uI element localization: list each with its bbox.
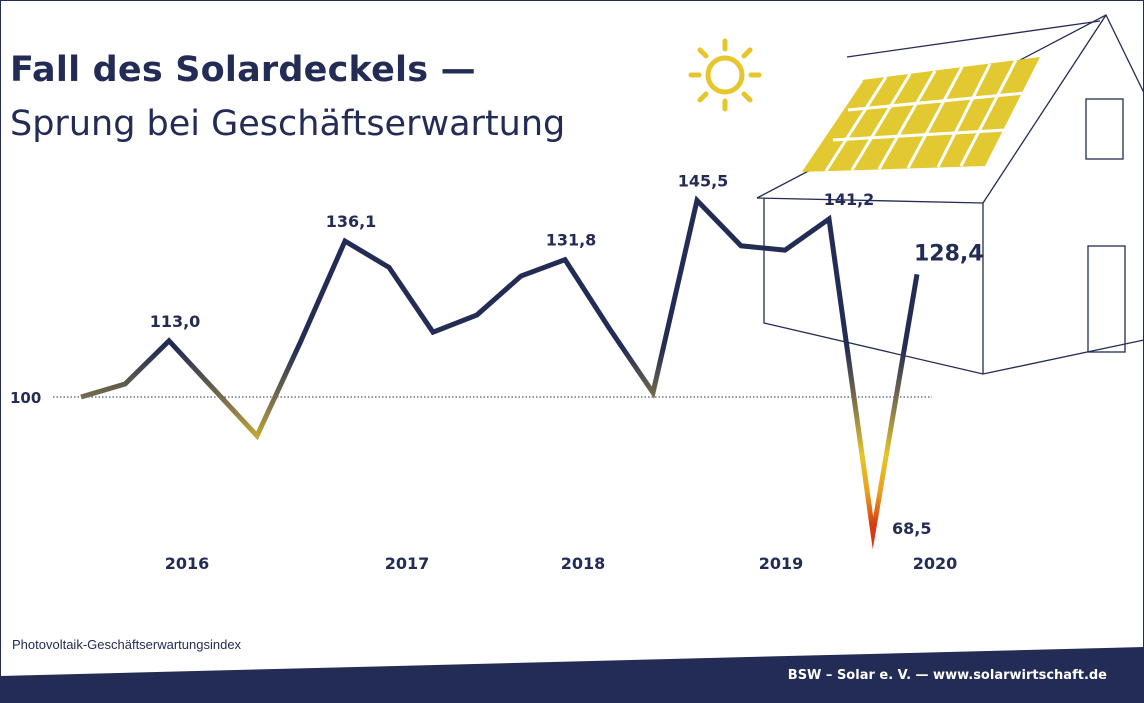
reference-label: 100 bbox=[10, 389, 41, 407]
series-line bbox=[80, 195, 920, 550]
data-label: 136,1 bbox=[326, 212, 377, 231]
chart-subtitle: Sprung bei Geschäftserwartung bbox=[10, 104, 566, 144]
x-tick-label: 2017 bbox=[385, 554, 430, 573]
data-label: 141,2 bbox=[824, 190, 875, 209]
data-label: 113,0 bbox=[150, 312, 201, 331]
x-tick-label: 2020 bbox=[913, 554, 958, 573]
data-label: 145,5 bbox=[678, 171, 729, 190]
x-tick-label: 2018 bbox=[561, 554, 606, 573]
solar-panel-icon bbox=[798, 57, 1040, 173]
series-group bbox=[80, 195, 920, 550]
data-label: 68,5 bbox=[892, 519, 931, 538]
data-labels: 113,0 136,1 131,8 145,5 141,2 68,5 128,4 bbox=[150, 171, 984, 538]
chart-title: Fall des Solardeckels — bbox=[10, 50, 476, 90]
x-tick-label: 2016 bbox=[165, 554, 210, 573]
data-label: 128,4 bbox=[914, 241, 984, 266]
source-note: Photovoltaik-Geschäftserwartungsindex bbox=[12, 637, 242, 652]
data-label: 131,8 bbox=[546, 231, 597, 250]
footer-text: BSW – Solar e. V. — www.solarwirtschaft.… bbox=[787, 668, 1107, 683]
x-tick-label: 2019 bbox=[759, 554, 804, 573]
sun-icon bbox=[688, 38, 762, 112]
x-axis-labels: 2016 2017 2018 2019 2020 bbox=[165, 554, 958, 573]
